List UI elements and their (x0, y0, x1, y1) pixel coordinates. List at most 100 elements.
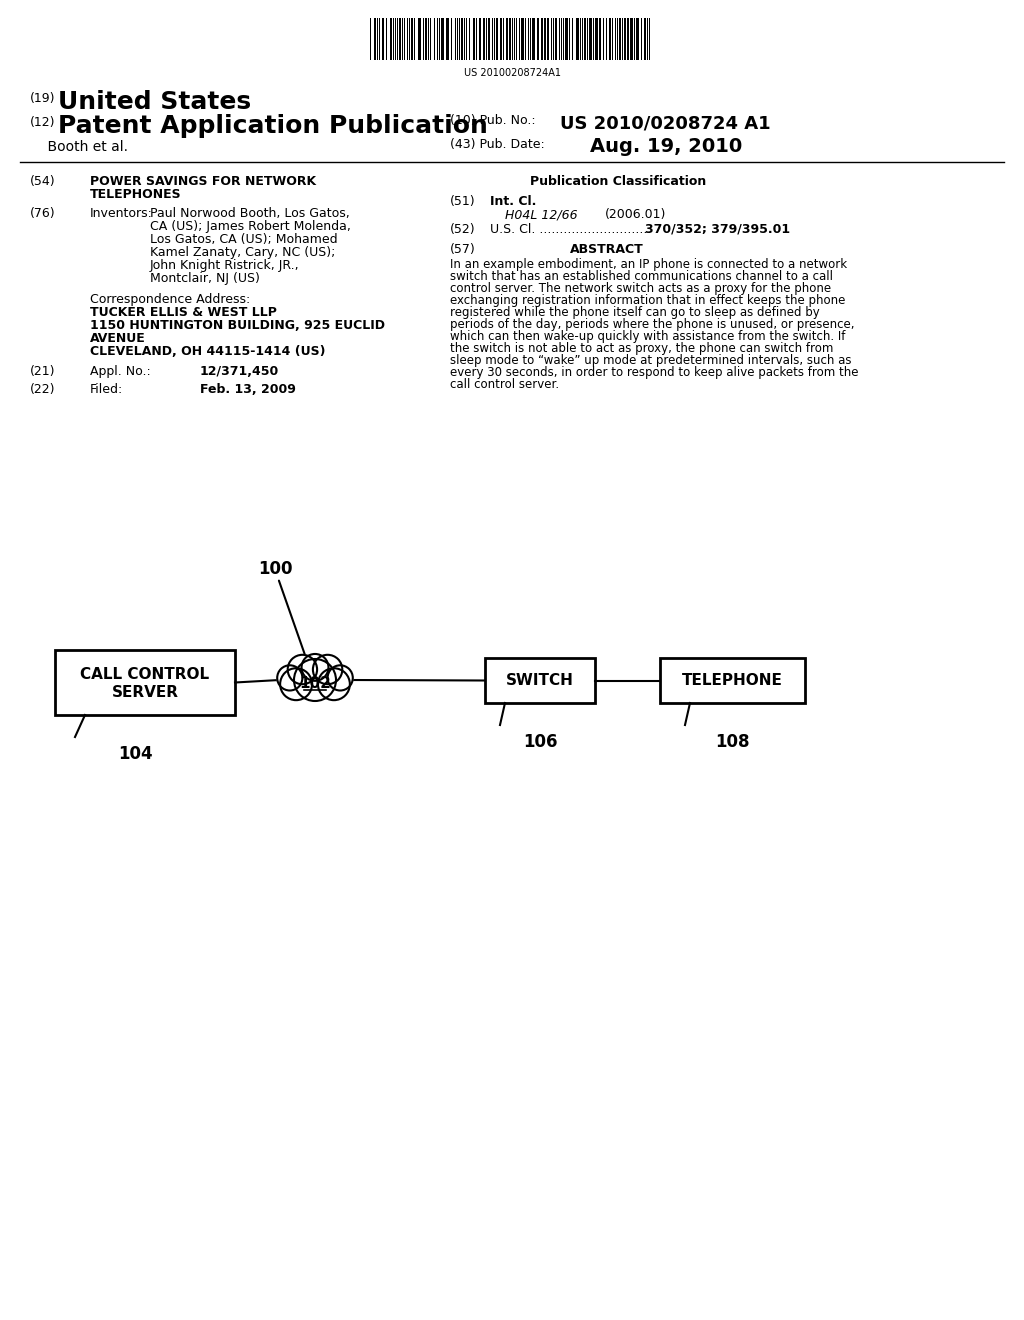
Text: 1150 HUNTINGTON BUILDING, 925 EUCLID: 1150 HUNTINGTON BUILDING, 925 EUCLID (90, 319, 385, 333)
Bar (446, 18, 449, 59)
Text: 100: 100 (258, 560, 293, 578)
Bar (630, 18, 633, 59)
Bar (609, 18, 611, 59)
Bar (399, 18, 401, 59)
Circle shape (281, 668, 312, 700)
Bar (544, 18, 546, 59)
Text: 104: 104 (118, 744, 153, 763)
Bar (390, 18, 392, 59)
Text: SWITCH: SWITCH (506, 673, 573, 688)
Text: periods of the day, periods where the phone is unused, or presence,: periods of the day, periods where the ph… (450, 318, 854, 331)
FancyBboxPatch shape (660, 657, 805, 704)
Bar (532, 18, 535, 59)
Bar (627, 18, 629, 59)
Bar (584, 18, 586, 59)
Text: Inventors:: Inventors: (90, 207, 153, 220)
Text: CLEVELAND, OH 44115-1414 (US): CLEVELAND, OH 44115-1414 (US) (90, 345, 326, 358)
Text: control server. The network switch acts as a proxy for the phone: control server. The network switch acts … (450, 282, 831, 294)
Bar (521, 18, 524, 59)
Bar (411, 18, 413, 59)
Bar (575, 18, 579, 59)
Circle shape (317, 668, 350, 700)
Bar (537, 18, 539, 59)
Text: 106: 106 (522, 733, 557, 751)
Text: (12): (12) (30, 116, 55, 129)
Bar (461, 18, 463, 59)
Text: U.S. Cl. ............................: U.S. Cl. ............................ (490, 223, 651, 236)
Bar (541, 18, 543, 59)
Text: sleep mode to “wake” up mode at predetermined intervals, such as: sleep mode to “wake” up mode at predeter… (450, 354, 852, 367)
Text: (2006.01): (2006.01) (605, 209, 667, 220)
Text: registered while the phone itself can go to sleep as defined by: registered while the phone itself can go… (450, 306, 820, 319)
Bar (599, 18, 601, 59)
Text: (19): (19) (30, 92, 55, 106)
Bar (374, 18, 376, 59)
Text: US 2010/0208724 A1: US 2010/0208724 A1 (560, 114, 771, 132)
Text: In an example embodiment, an IP phone is connected to a network: In an example embodiment, an IP phone is… (450, 257, 847, 271)
Bar (618, 18, 621, 59)
Text: the switch is not able to act as proxy, the phone can switch from: the switch is not able to act as proxy, … (450, 342, 834, 355)
Text: Int. Cl.: Int. Cl. (490, 195, 537, 209)
Text: 108: 108 (715, 733, 750, 751)
Text: Booth et al.: Booth et al. (30, 140, 128, 154)
Text: United States: United States (58, 90, 251, 114)
Text: every 30 seconds, in order to respond to keep alive packets from the: every 30 seconds, in order to respond to… (450, 366, 858, 379)
Bar (473, 18, 475, 59)
Text: exchanging registration information that in effect keeps the phone: exchanging registration information that… (450, 294, 846, 308)
Bar (483, 18, 485, 59)
Circle shape (278, 665, 302, 690)
Circle shape (301, 653, 329, 681)
Text: Correspondence Address:: Correspondence Address: (90, 293, 250, 306)
Bar (500, 18, 502, 59)
Text: (21): (21) (30, 366, 55, 378)
Bar (479, 18, 481, 59)
FancyBboxPatch shape (55, 649, 234, 715)
Text: POWER SAVINGS FOR NETWORK: POWER SAVINGS FOR NETWORK (90, 176, 316, 187)
Text: (76): (76) (30, 207, 55, 220)
Text: switch that has an established communications channel to a call: switch that has an established communica… (450, 271, 833, 282)
Bar (547, 18, 549, 59)
Text: CALL CONTROL: CALL CONTROL (81, 667, 210, 682)
Text: Aug. 19, 2010: Aug. 19, 2010 (590, 137, 742, 156)
Bar (506, 18, 508, 59)
Text: Appl. No.:: Appl. No.: (90, 366, 151, 378)
Text: ABSTRACT: ABSTRACT (570, 243, 644, 256)
Text: TELEPHONE: TELEPHONE (682, 673, 783, 688)
Circle shape (313, 655, 342, 684)
Text: (10) Pub. No.:: (10) Pub. No.: (450, 114, 536, 127)
Bar (555, 18, 557, 59)
Bar (425, 18, 427, 59)
Bar (488, 18, 490, 59)
Text: which can then wake-up quickly with assistance from the switch. If: which can then wake-up quickly with assi… (450, 330, 846, 343)
Text: (22): (22) (30, 383, 55, 396)
Bar (509, 18, 511, 59)
Bar (441, 18, 444, 59)
Bar (636, 18, 639, 59)
Bar (565, 18, 568, 59)
Text: Publication Classification: Publication Classification (530, 176, 707, 187)
Text: Montclair, NJ (US): Montclair, NJ (US) (150, 272, 260, 285)
Text: H04L 12/66: H04L 12/66 (505, 209, 578, 220)
Text: Paul Norwood Booth, Los Gatos,: Paul Norwood Booth, Los Gatos, (150, 207, 350, 220)
Text: AVENUE: AVENUE (90, 333, 145, 345)
Text: John Knight Ristrick, JR.,: John Knight Ristrick, JR., (150, 259, 300, 272)
Bar (624, 18, 626, 59)
Text: (43) Pub. Date:: (43) Pub. Date: (450, 139, 545, 150)
Text: (52): (52) (450, 223, 475, 236)
Text: (57): (57) (450, 243, 476, 256)
Text: CA (US); James Robert Molenda,: CA (US); James Robert Molenda, (150, 220, 351, 234)
Text: Feb. 13, 2009: Feb. 13, 2009 (200, 383, 296, 396)
Text: 102: 102 (299, 676, 331, 690)
Text: TUCKER ELLIS & WEST LLP: TUCKER ELLIS & WEST LLP (90, 306, 276, 319)
Bar (382, 18, 384, 59)
FancyBboxPatch shape (485, 657, 595, 704)
Text: Los Gatos, CA (US); Mohamed: Los Gatos, CA (US); Mohamed (150, 234, 338, 246)
Circle shape (328, 665, 353, 690)
Text: Patent Application Publication: Patent Application Publication (58, 114, 487, 139)
Bar (595, 18, 598, 59)
Circle shape (294, 659, 336, 701)
Text: Filed:: Filed: (90, 383, 123, 396)
Circle shape (288, 655, 317, 684)
Text: 370/352; 379/395.01: 370/352; 379/395.01 (645, 223, 791, 236)
Text: (54): (54) (30, 176, 55, 187)
